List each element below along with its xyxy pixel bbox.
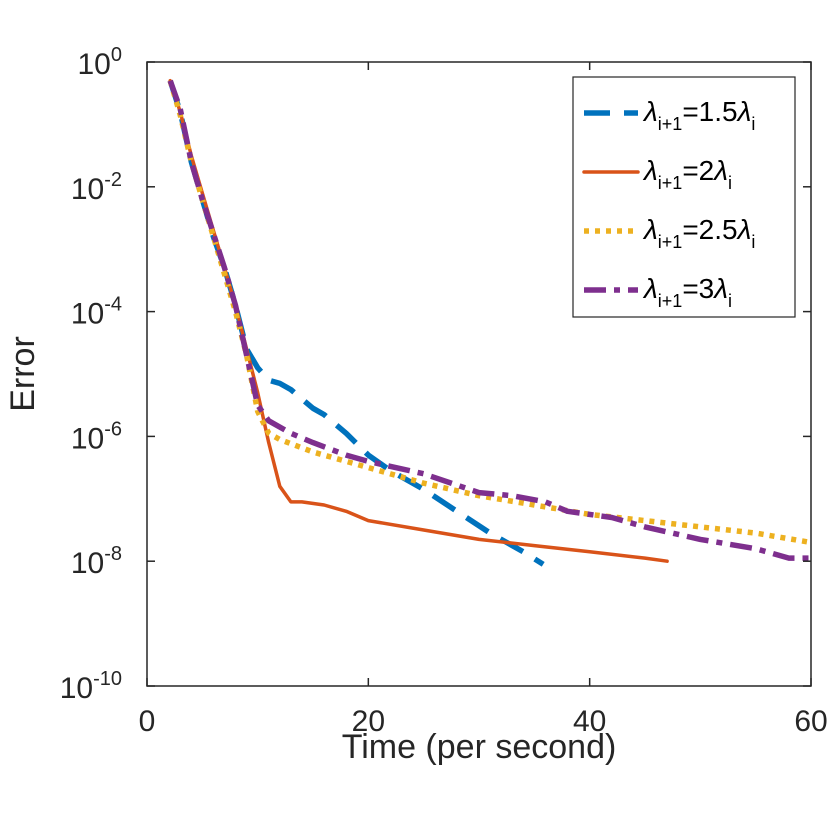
x-axis-label: Time (per second) [342,728,617,766]
legend-label-part: i+1 [658,232,683,252]
y-tick-exponent: 0 [111,44,122,66]
x-tick-label: 40 [573,705,606,738]
series-line-1 [167,79,545,567]
legend-label-2: λi+1=2λi [642,155,732,193]
legend-label-4: λi+1=3λi [642,273,732,311]
legend-label-part: λ [642,155,658,186]
x-tick-label: 60 [794,705,827,738]
x-axis: 0 20 40 60 [139,62,828,738]
legend-label-part: λ [712,155,728,186]
legend-label-part: λ [712,273,728,304]
legend-label-part: λ [736,214,752,245]
series-layer [167,78,812,567]
y-tick-label: 100 [78,44,123,81]
legend-label-part: i [728,173,732,193]
plot-frame [146,61,812,687]
y-tick-exponent: -6 [104,418,122,440]
y-tick-label: 10-8 [71,543,122,580]
y-tick-base: 10 [60,672,93,705]
y-tick-label: 10-10 [60,668,122,705]
y-tick-base: 10 [78,48,111,81]
y-tick-exponent: -8 [104,543,122,565]
legend-label-part: λ [642,273,658,304]
y-tick-base: 10 [71,298,104,331]
legend-label-part: =2.5 [682,214,737,245]
legend-label-part: =3 [682,273,714,304]
legend-label-part: i [728,291,732,311]
legend-label-part: λ [642,96,658,127]
legend-label-part: λ [642,214,658,245]
y-axis-label: Error [4,336,42,412]
series-line-4 [167,79,811,561]
legend-label-part: i+1 [658,291,683,311]
legend-box [572,76,796,318]
legend-label-part: i+1 [658,114,683,134]
y-tick-label: 10-2 [71,169,122,206]
y-tick-base: 10 [71,422,104,455]
legend-label-3: λi+1=2.5λi [642,214,755,252]
legend-label-part: =1.5 [682,96,737,127]
legend-label-part: i+1 [658,173,683,193]
legend-label-part: i [751,114,755,134]
legend-label-1: λi+1=1.5λi [642,96,755,134]
legend-label-part: =2 [682,155,714,186]
x-tick-label: 0 [139,705,156,738]
y-tick-base: 10 [71,173,104,206]
y-tick-label: 10-6 [71,418,122,455]
y-tick-exponent: -2 [104,169,122,191]
y-tick-label: 10-4 [71,294,122,331]
y-tick-exponent: -4 [104,294,122,316]
legend-label-part: i [751,232,755,252]
legend-label-part: λ [736,96,752,127]
x-tick-label: 20 [352,705,385,738]
y-tick-exponent: -10 [93,668,122,690]
y-tick-base: 10 [71,547,104,580]
